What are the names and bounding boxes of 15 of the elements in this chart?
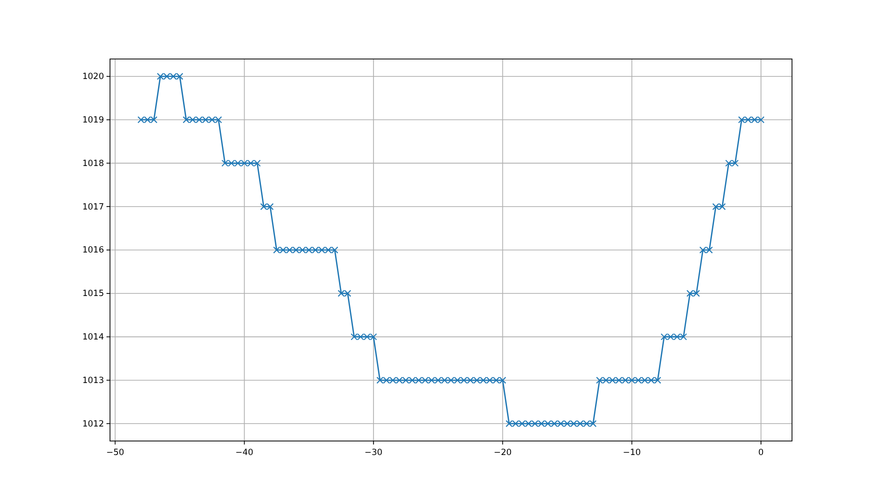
y-tick-label: 1019 xyxy=(82,115,104,126)
y-tick-label: 1016 xyxy=(82,246,104,256)
x-tick-label: −50 xyxy=(106,448,124,458)
x-tick-label: −10 xyxy=(622,448,641,458)
y-tick-label: 1018 xyxy=(82,158,104,169)
x-tick-label: −40 xyxy=(235,448,254,458)
y-tick-label: 1014 xyxy=(82,332,104,343)
y-tick-label: 1017 xyxy=(82,202,104,212)
y-tick-label: 1015 xyxy=(82,289,104,300)
x-tick-label: −30 xyxy=(364,448,382,458)
x-tick-label: 0 xyxy=(758,448,764,458)
x-tick-label: −20 xyxy=(494,448,512,458)
y-tick-label: 1013 xyxy=(82,376,104,386)
y-tick-label: 1012 xyxy=(82,419,104,430)
y-tick-label: 1020 xyxy=(82,72,104,82)
